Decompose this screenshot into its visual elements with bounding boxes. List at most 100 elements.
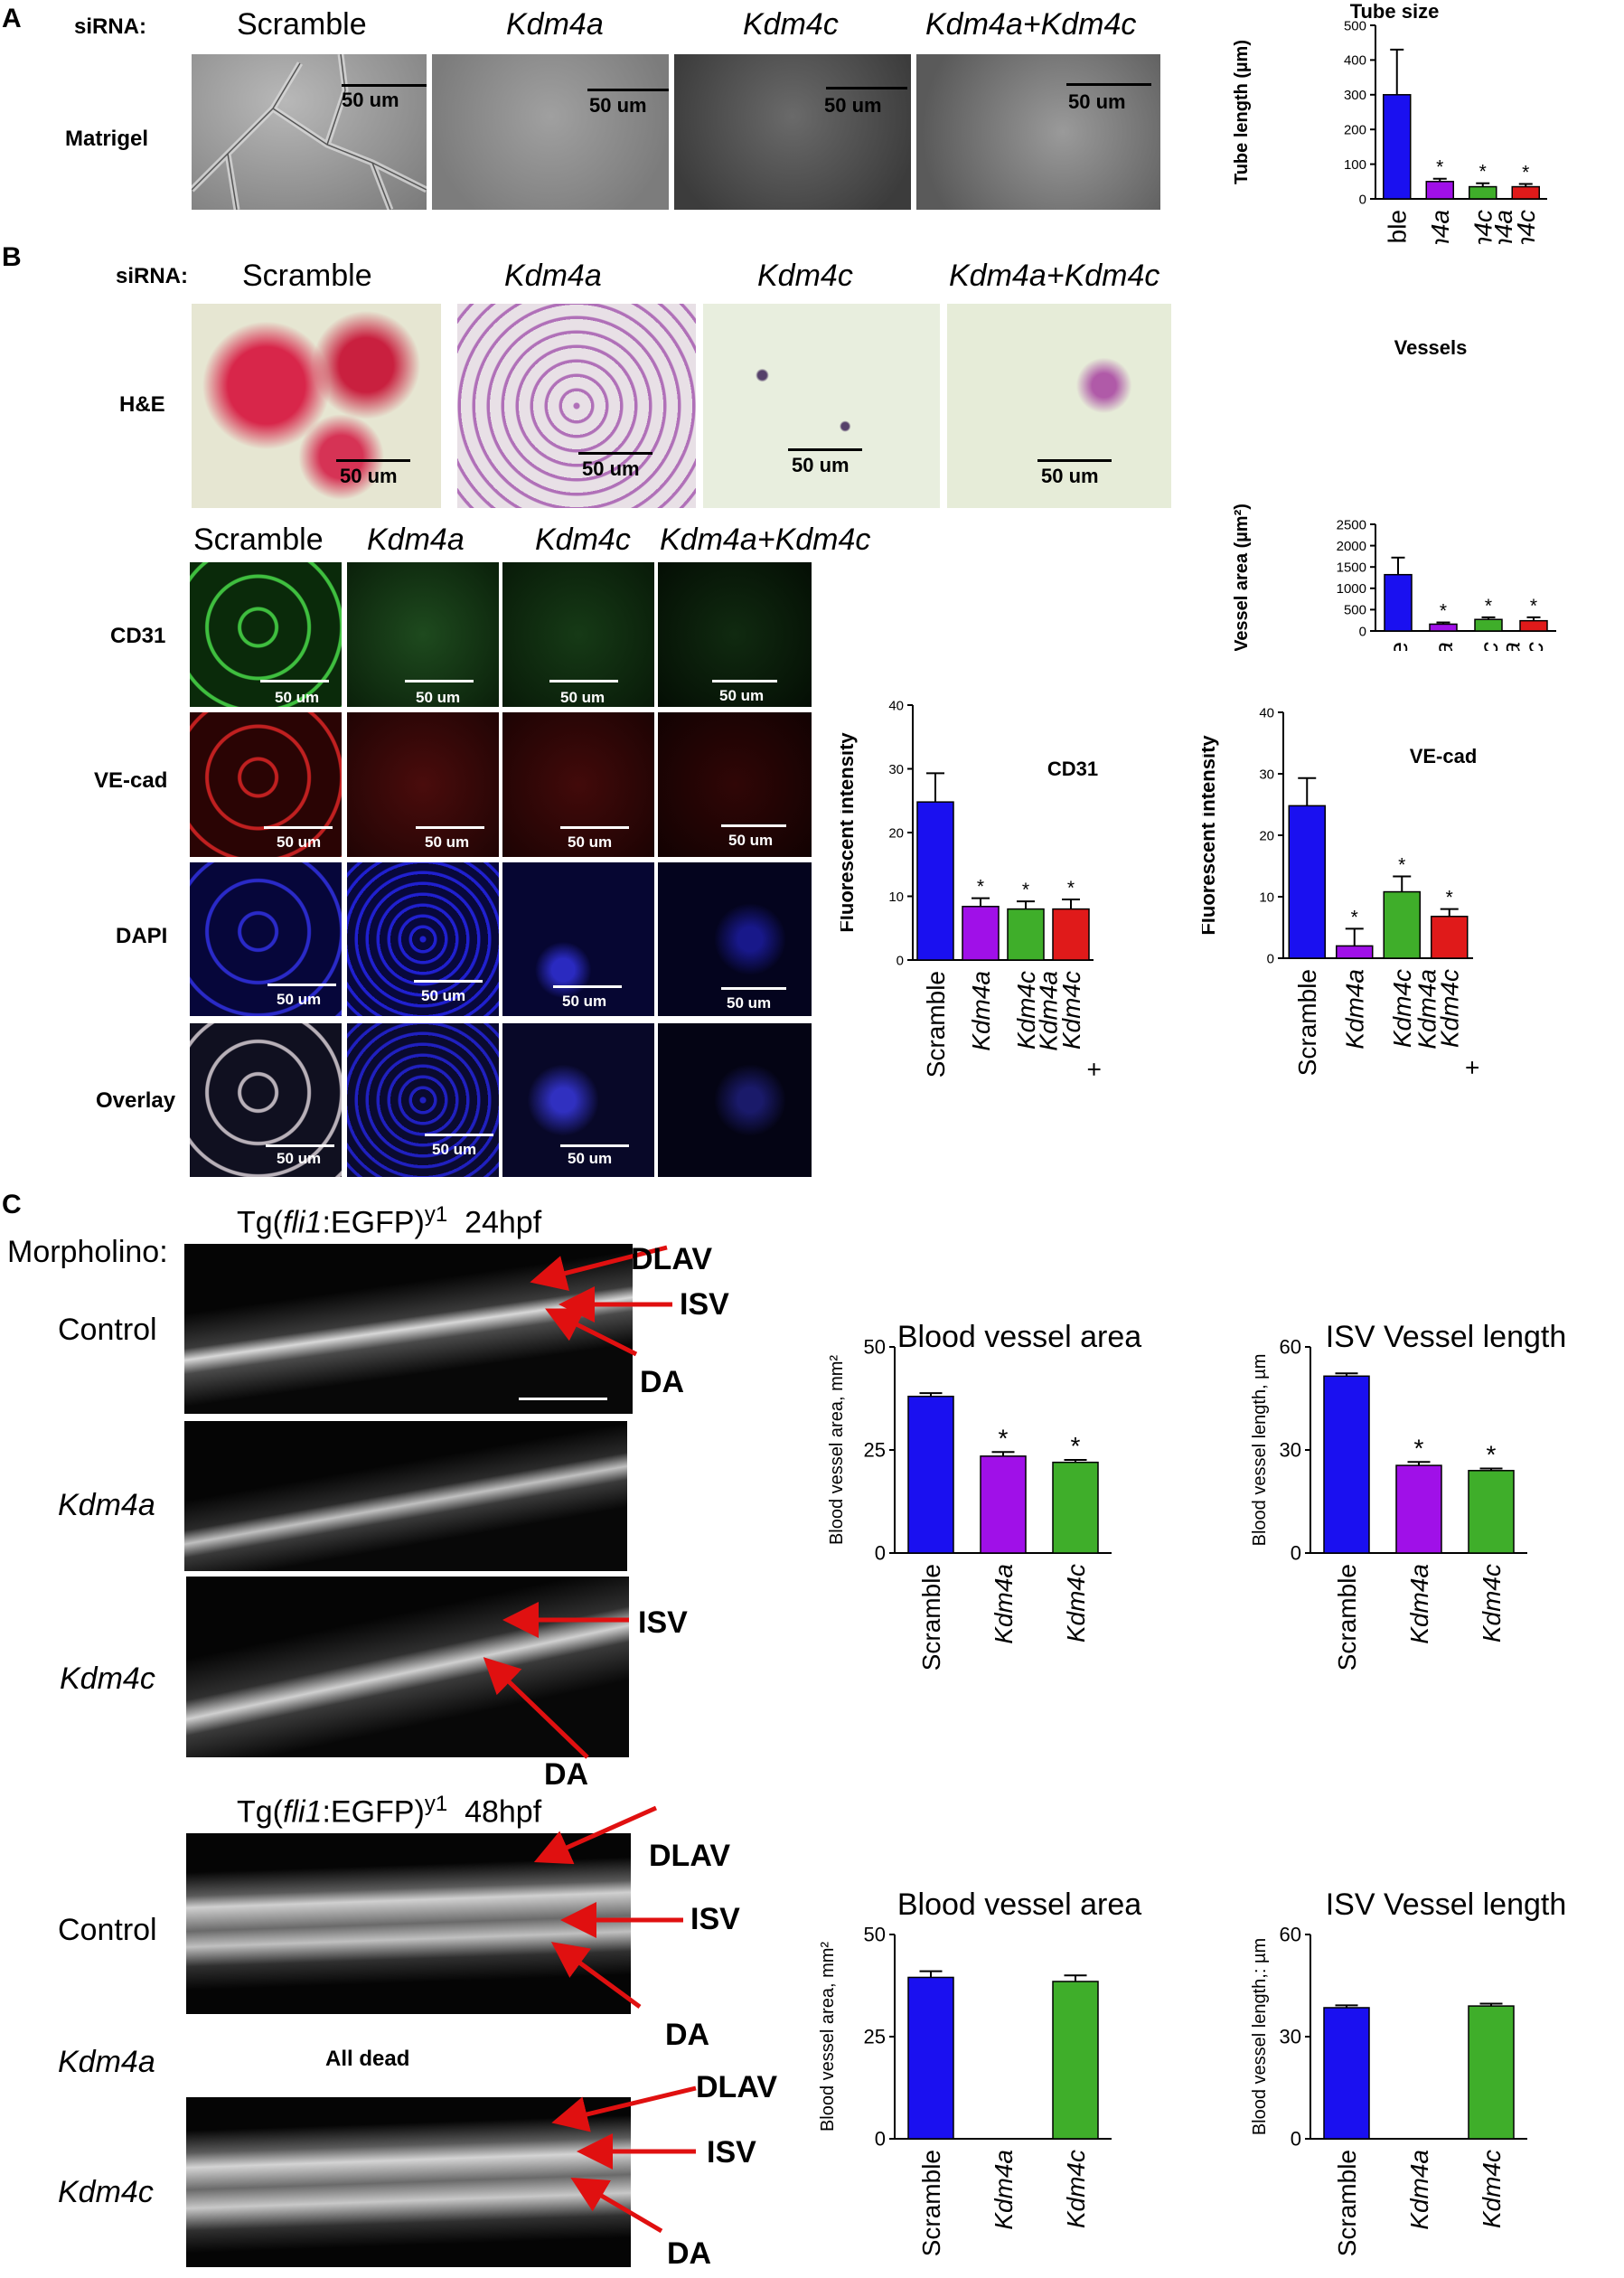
scalebar-if-13 xyxy=(266,1144,334,1147)
scalebar-if-9-label: 50 um xyxy=(277,991,322,1008)
arrow-label-isv-24k: ISV xyxy=(638,1605,688,1640)
x-category-label: Scramble xyxy=(917,1564,945,1671)
y-tick-label: 60 xyxy=(1280,1336,1301,1359)
scalebar-if-2-label: 50 um xyxy=(416,689,461,706)
chart-tube-size: Tube size Tube length (µm) 0 100 200 300 400 50… xyxy=(1232,0,1547,244)
chart-title: Vessels xyxy=(1394,336,1468,359)
he-image-combo xyxy=(947,304,1171,508)
tg-24-prefix: Tg( xyxy=(237,1205,283,1240)
panel-a-col-kdm4c: Kdm4c xyxy=(743,7,839,42)
x-category-part: Kdm4c xyxy=(1436,969,1464,1048)
panel-b-sirna-label: siRNA: xyxy=(116,264,189,288)
panel-b-letter: B xyxy=(2,242,22,272)
scalebar-if-10 xyxy=(414,980,483,983)
c48-all-dead: All dead xyxy=(325,2047,410,2071)
bar xyxy=(1052,908,1090,961)
x-category-label: Kdm4c xyxy=(1012,971,1040,1050)
x-category-text: Scramble xyxy=(1385,642,1413,651)
bar xyxy=(1007,908,1045,961)
scalebar-b3 xyxy=(788,448,862,451)
x-category-part: Kdm4a xyxy=(1035,971,1063,1051)
if-vecad-scramble xyxy=(190,712,342,857)
if-row-overlay: Overlay xyxy=(96,1088,176,1113)
matrigel-image-combo xyxy=(916,54,1160,210)
bar xyxy=(1511,185,1540,200)
bar xyxy=(962,906,1000,961)
tg-48-sup: y1 xyxy=(424,1792,448,1816)
x-category-text: Kdm4a xyxy=(1405,2150,1433,2230)
panel-b-row-he: H&E xyxy=(119,392,165,417)
scalebar-if-1-label: 50 um xyxy=(275,689,320,706)
scalebar-if-11 xyxy=(553,985,622,988)
panel-a-col-scramble: Scramble xyxy=(237,7,367,42)
scalebar-a3 xyxy=(826,87,907,89)
x-category-text: Kdm4a xyxy=(990,1564,1018,1644)
x-category-text: Kdm4a xyxy=(1430,642,1458,651)
scalebar-a4-label: 50 um xyxy=(1068,90,1126,113)
y-tick-label: 1500 xyxy=(1337,560,1366,575)
scalebar-if-7 xyxy=(560,826,629,829)
x-category-text: Kdm4a xyxy=(1426,210,1454,244)
panel-b-he-col-kdm4c: Kdm4c xyxy=(757,259,853,293)
bar xyxy=(1429,623,1458,632)
x-category-part: Kdm4a xyxy=(1497,642,1525,651)
x-category-label: Kdm4c xyxy=(1478,2150,1506,2228)
scalebar-if-5-label: 50 um xyxy=(277,833,322,851)
scalebar-b3-label: 50 um xyxy=(792,454,850,476)
tg-48-suffix: :EGFP) xyxy=(322,1794,425,1830)
scalebar-if-2 xyxy=(405,680,474,682)
tg-24-time: 24hpf xyxy=(465,1205,542,1240)
chart-title: Blood vessel area xyxy=(897,1320,1141,1354)
he-image-kdm4c xyxy=(703,304,940,508)
panel-c-morpholino-label: Morpholino: xyxy=(7,1235,168,1269)
significance-star: * xyxy=(1479,162,1487,183)
y-tick-label: 500 xyxy=(1344,603,1366,618)
scalebar-b1-label: 50 um xyxy=(340,465,398,487)
x-category-label: Scramble xyxy=(1333,2150,1361,2256)
y-axis-label: Tube length (µm) xyxy=(1232,40,1252,184)
x-category-text: Kdm4c xyxy=(1388,969,1416,1048)
bar xyxy=(1519,619,1548,632)
tg-24-label: Tg(fli1:EGFP)y1 24hpf xyxy=(237,1202,541,1240)
if-row-vecad: VE-cad xyxy=(94,768,168,793)
arrow-label-isv-24: ISV xyxy=(680,1287,729,1322)
bar xyxy=(916,801,954,961)
arrow-label-isv-48k: ISV xyxy=(707,2135,756,2170)
y-tick-label: 0 xyxy=(875,1542,886,1565)
x-category-label: Kdm4c xyxy=(1062,2150,1090,2228)
scalebar-if-14 xyxy=(425,1134,493,1136)
arrow-label-dlav-48: DLAV xyxy=(649,1839,731,1873)
significance-star: * xyxy=(1351,907,1358,927)
x-category-text: Kdm4c xyxy=(1469,210,1497,244)
y-tick-label: 20 xyxy=(1259,828,1274,843)
significance-star: * xyxy=(1485,596,1492,617)
c48-row-kdm4a: Kdm4a xyxy=(58,2045,155,2079)
y-tick-label: 40 xyxy=(888,698,904,713)
y-tick-label: 1000 xyxy=(1337,581,1366,597)
zebrafish-24-kdm4a xyxy=(184,1421,627,1571)
bar xyxy=(1468,1470,1515,1554)
y-tick-label: 0 xyxy=(1291,2128,1301,2151)
arrow-label-dlav-48k: DLAV xyxy=(696,2070,778,2104)
x-category-label: Kdm4a xyxy=(990,1564,1018,1644)
matrigel-image-kdm4c xyxy=(674,54,911,210)
scalebar-a2 xyxy=(587,89,669,91)
c24-row-kdm4a: Kdm4a xyxy=(58,1488,155,1522)
scalebar-if-7-label: 50 um xyxy=(568,833,613,851)
y-axis-label: Fluorescent intensity xyxy=(1202,735,1219,936)
x-category-label: Kdm4a xyxy=(1405,1564,1433,1644)
scalebar-if-8 xyxy=(721,824,786,827)
y-axis-label: Fluorescent intensity xyxy=(840,732,858,933)
panel-a-row-matrigel: Matrigel xyxy=(65,127,149,151)
significance-star: * xyxy=(1414,1434,1424,1462)
if-dapi-combo xyxy=(658,862,812,1016)
chart-title: CD31 xyxy=(1047,758,1098,780)
x-category-label: Scramble xyxy=(1384,210,1412,244)
x-category-plus: + xyxy=(1459,1060,1487,1075)
scalebar-if-15-label: 50 um xyxy=(568,1150,613,1167)
x-category-text: Kdm4a xyxy=(967,971,995,1051)
bar xyxy=(1425,181,1454,200)
x-category-part: Kdm4c xyxy=(1520,642,1548,651)
x-category-label: Kdm4c xyxy=(1469,210,1497,244)
scalebar-if-1 xyxy=(260,680,329,682)
